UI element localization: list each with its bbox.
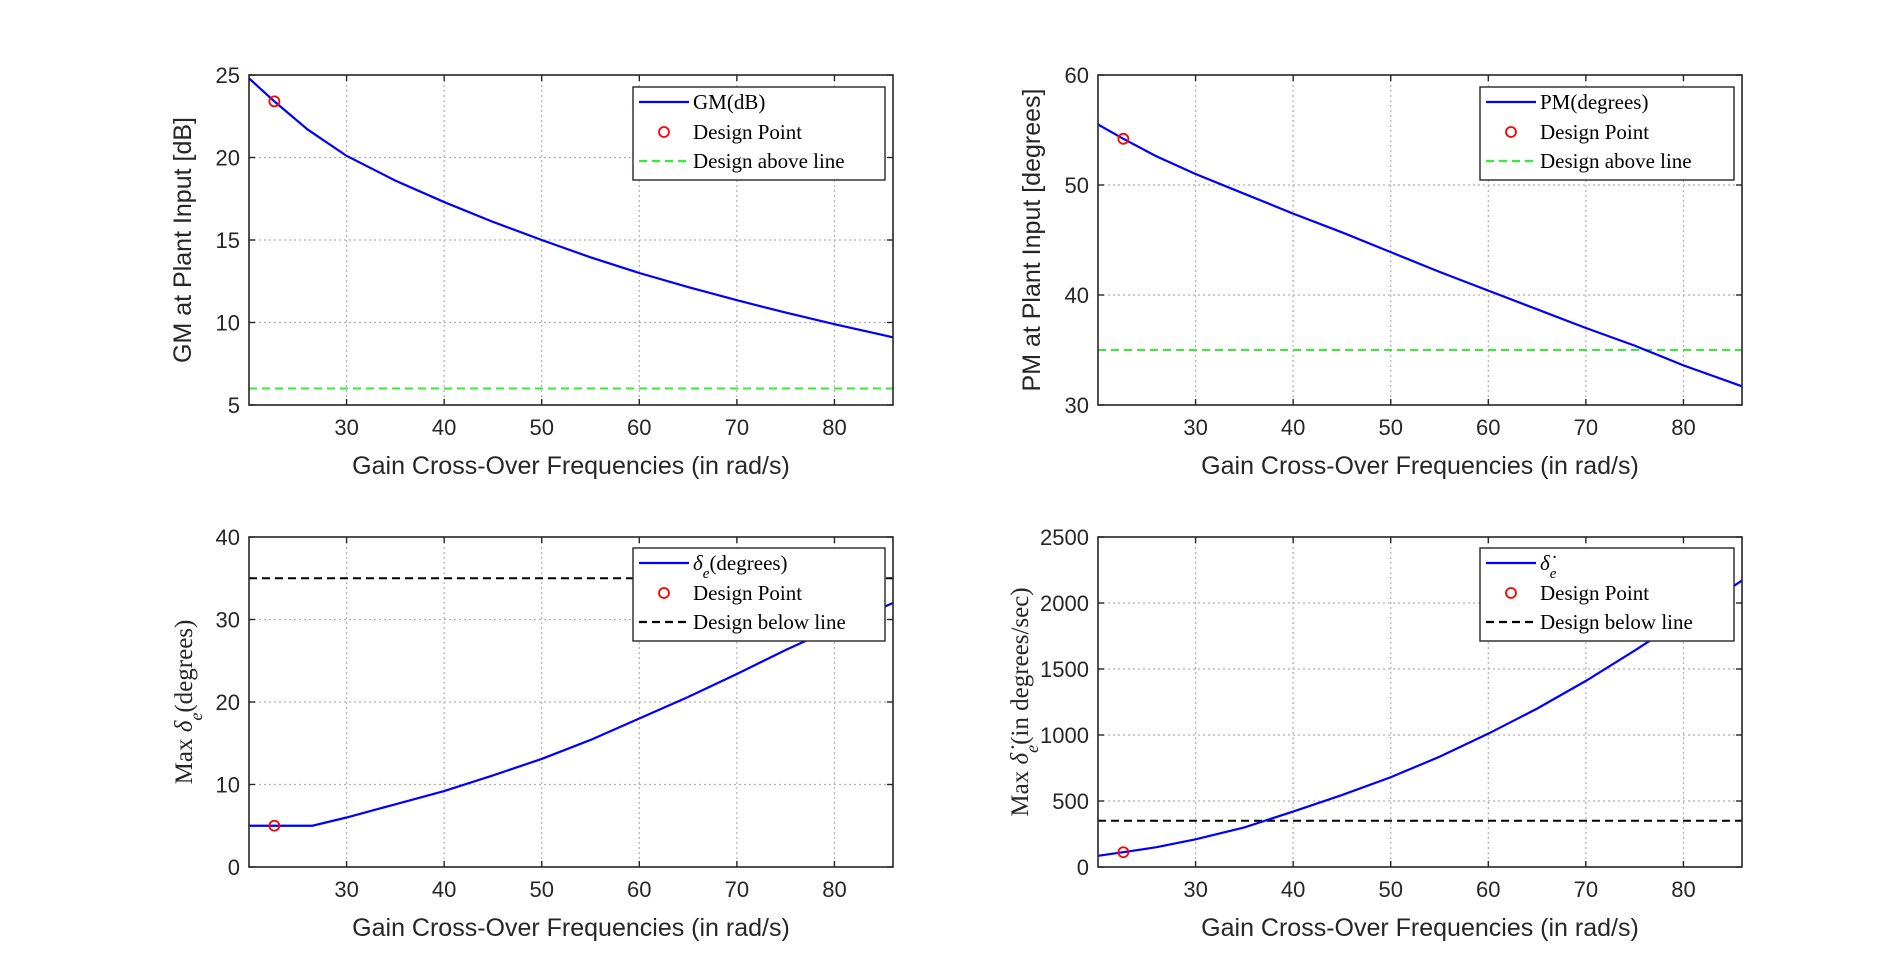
x-tick-label: 60 bbox=[1476, 877, 1500, 902]
x-tick-label: 30 bbox=[1183, 415, 1207, 440]
y-tick-label: 2000 bbox=[1040, 591, 1089, 616]
y-tick-label: 25 bbox=[216, 63, 240, 88]
x-tick-label: 70 bbox=[725, 415, 749, 440]
y-tick-label: 0 bbox=[228, 855, 240, 880]
y-tick-label: 10 bbox=[216, 773, 240, 798]
legend-label: δe(degrees) bbox=[693, 551, 788, 582]
design-point-marker bbox=[268, 95, 281, 108]
y-tick-label: 20 bbox=[216, 690, 240, 715]
x-axis-label: Gain Cross-Over Frequencies (in rad/s) bbox=[1201, 452, 1639, 480]
y-axis-label: Max δe(degrees) bbox=[171, 620, 206, 785]
chart-panel-3: 30 40 50 60 70 80 0 10 20 30 40 Gain Cross-Over Fre… bbox=[171, 525, 894, 942]
y-tick-label: 15 bbox=[216, 228, 240, 253]
legend-label: GM(dB) bbox=[693, 90, 765, 114]
chart-panel-4: 30 40 50 60 70 80 0 500 1000 1500 2000 2500 Gain Cro… bbox=[1007, 525, 1743, 942]
y-tick-label: 40 bbox=[1065, 283, 1089, 308]
x-tick-label: 80 bbox=[822, 877, 846, 902]
legend-marker-swatch bbox=[658, 587, 670, 599]
y-axis-label: Max δ̇e(in degrees/sec) bbox=[1007, 587, 1042, 816]
x-tick-label: 60 bbox=[627, 877, 651, 902]
y-tick-label: 10 bbox=[216, 311, 240, 336]
x-axis-label: Gain Cross-Over Frequencies (in rad/s) bbox=[352, 452, 790, 480]
legend-marker-swatch bbox=[1505, 126, 1517, 138]
y-tick-label: 5 bbox=[228, 393, 240, 418]
legend-label: Design above line bbox=[1540, 149, 1692, 173]
y-tick-label: 1000 bbox=[1040, 723, 1089, 748]
y-tick-label: 60 bbox=[1065, 63, 1089, 88]
legend-label: Design Point bbox=[693, 120, 802, 144]
legend-marker-swatch bbox=[1505, 587, 1517, 599]
series-line bbox=[1097, 123, 1743, 388]
legend-label: Design below line bbox=[1540, 610, 1693, 634]
x-axis-label: Gain Cross-Over Frequencies (in rad/s) bbox=[1201, 914, 1639, 942]
y-tick-label: 2500 bbox=[1040, 525, 1089, 550]
x-tick-label: 70 bbox=[1574, 415, 1598, 440]
design-point-marker bbox=[1117, 132, 1130, 145]
x-tick-label: 30 bbox=[334, 877, 358, 902]
y-tick-label: 1500 bbox=[1040, 657, 1089, 682]
x-tick-label: 40 bbox=[432, 415, 456, 440]
x-tick-label: 50 bbox=[1378, 415, 1402, 440]
series-line bbox=[1097, 579, 1743, 857]
y-axis-label: GM at Plant Input [dB] bbox=[169, 117, 197, 363]
ticks: 30 40 50 60 70 80 0 500 1000 1500 2000 2500 bbox=[1040, 525, 1742, 902]
x-tick-label: 70 bbox=[725, 877, 749, 902]
legend-label: PM(degrees) bbox=[1540, 90, 1648, 114]
ticks: 30 40 50 60 70 80 0 10 20 30 40 bbox=[216, 525, 893, 902]
x-tick-label: 50 bbox=[1378, 877, 1402, 902]
design-point-marker bbox=[1117, 846, 1130, 859]
axes-box bbox=[1097, 536, 1743, 868]
x-tick-label: 80 bbox=[1671, 877, 1695, 902]
legend-label: Design below line bbox=[693, 610, 846, 634]
x-tick-label: 40 bbox=[1281, 877, 1305, 902]
x-tick-label: 40 bbox=[432, 877, 456, 902]
axes-box bbox=[1097, 74, 1743, 406]
x-tick-label: 50 bbox=[529, 877, 553, 902]
y-tick-label: 20 bbox=[216, 146, 240, 171]
series-line bbox=[249, 601, 894, 827]
y-tick-label: 30 bbox=[216, 608, 240, 633]
y-tick-label: 30 bbox=[1065, 393, 1089, 418]
legend-label: Design above line bbox=[693, 149, 845, 173]
x-tick-label: 30 bbox=[1183, 877, 1207, 902]
legend-label: Design Point bbox=[1540, 120, 1649, 144]
legend-marker-swatch bbox=[658, 126, 670, 138]
legend-label: Design Point bbox=[1540, 581, 1649, 605]
x-tick-label: 70 bbox=[1574, 877, 1598, 902]
legend: PM(degrees) Design Point Design above line bbox=[1479, 86, 1735, 181]
x-tick-label: 50 bbox=[529, 415, 553, 440]
x-tick-label: 60 bbox=[627, 415, 651, 440]
legend: GM(dB) Design Point Design above line bbox=[632, 86, 886, 181]
design-point-marker bbox=[268, 819, 281, 832]
x-axis-label: Gain Cross-Over Frequencies (in rad/s) bbox=[352, 914, 790, 942]
legend: δe(degrees)Design Point Design below line bbox=[632, 547, 886, 642]
y-tick-label: 40 bbox=[216, 525, 240, 550]
chart-panel-2: 30 40 50 60 70 80 30 40 50 60 Gain Cross-Over Freq… bbox=[1018, 63, 1743, 480]
ticks: 30 40 50 60 70 80 30 40 50 60 bbox=[1065, 63, 1742, 440]
grid bbox=[1098, 537, 1742, 867]
y-axis-label: PM at Plant Input [degrees] bbox=[1018, 89, 1046, 392]
legend-label: Design Point bbox=[693, 581, 802, 605]
x-tick-label: 80 bbox=[822, 415, 846, 440]
x-tick-label: 40 bbox=[1281, 415, 1305, 440]
x-tick-label: 60 bbox=[1476, 415, 1500, 440]
series-line bbox=[248, 77, 894, 339]
x-tick-label: 30 bbox=[334, 415, 358, 440]
ticks: 30 40 50 60 70 80 5 10 15 20 25 bbox=[216, 63, 893, 440]
chart-panel-1: 30 40 50 60 70 80 5 10 15 20 25 Gain Cross-Over Fre… bbox=[169, 63, 894, 480]
y-tick-label: 500 bbox=[1052, 789, 1089, 814]
y-tick-label: 50 bbox=[1065, 173, 1089, 198]
y-tick-label: 0 bbox=[1077, 855, 1089, 880]
x-tick-label: 80 bbox=[1671, 415, 1695, 440]
